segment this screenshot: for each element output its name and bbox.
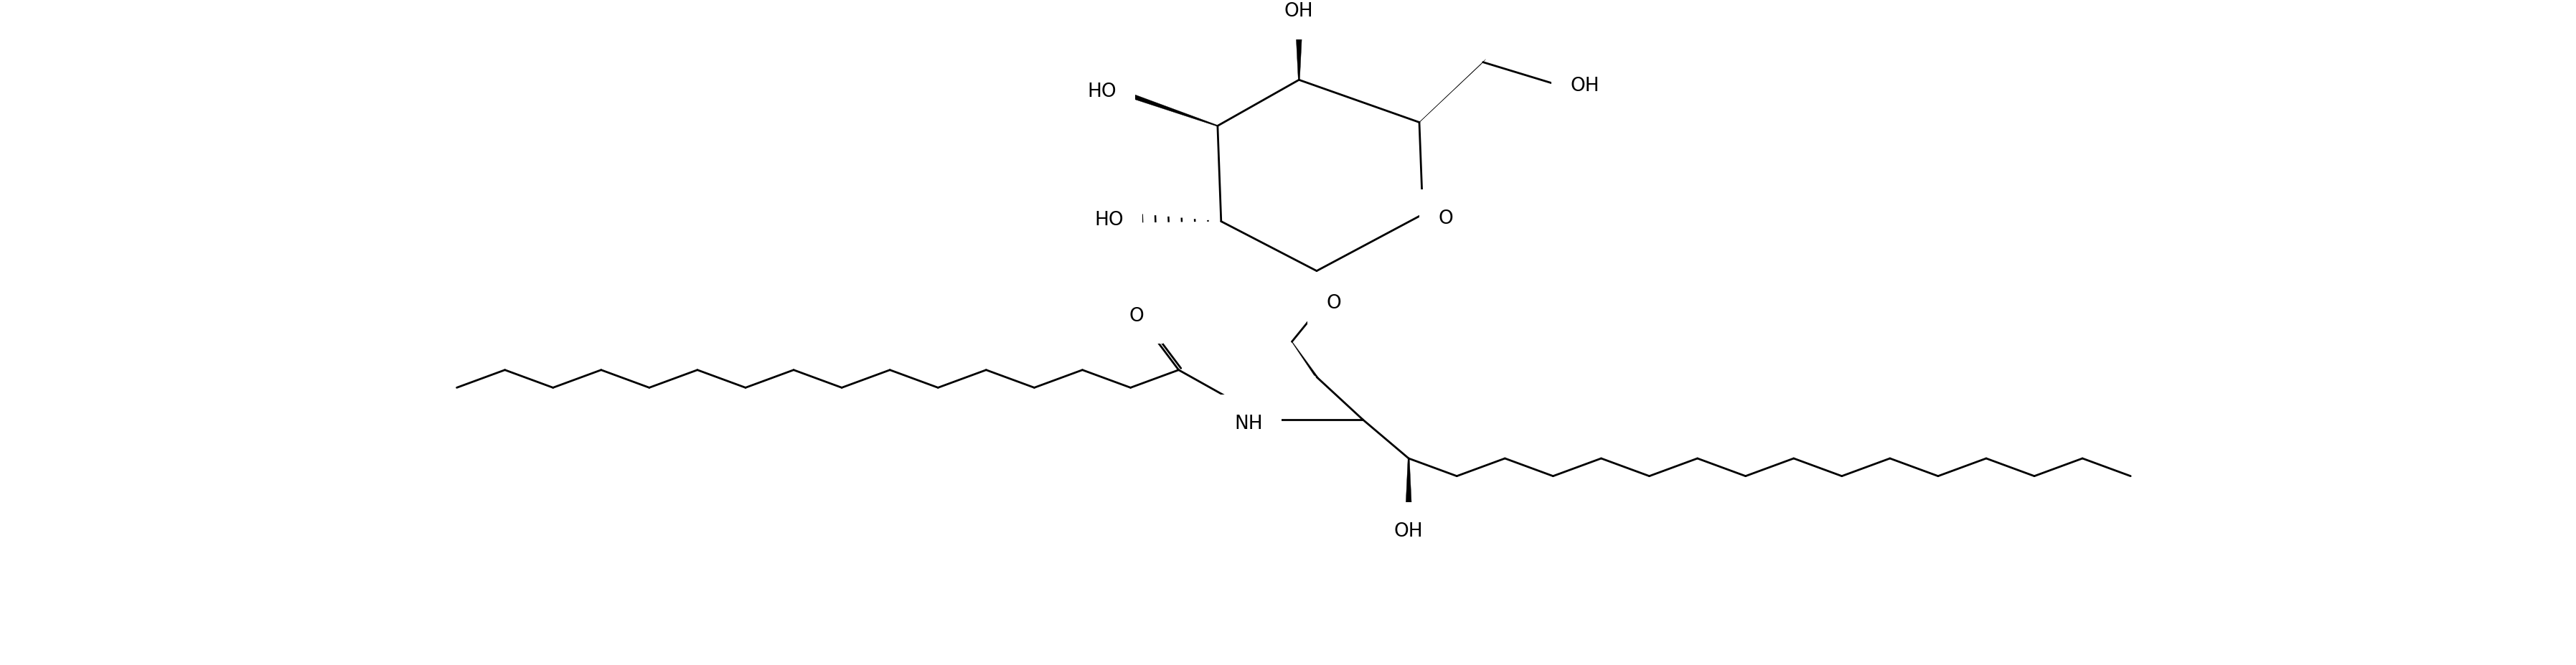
Text: OH: OH: [1569, 77, 1600, 96]
Text: HO: HO: [1095, 210, 1123, 229]
Text: HO: HO: [1087, 82, 1115, 101]
Text: O: O: [1327, 294, 1342, 313]
Text: OH: OH: [1394, 521, 1422, 540]
Polygon shape: [1404, 459, 1412, 511]
Polygon shape: [1291, 342, 1319, 379]
Polygon shape: [1121, 90, 1218, 127]
Text: NH: NH: [1234, 414, 1262, 433]
Polygon shape: [1296, 31, 1301, 80]
Polygon shape: [1419, 60, 1486, 124]
Text: O: O: [1437, 209, 1453, 227]
Text: O: O: [1128, 307, 1144, 325]
Text: OH: OH: [1283, 3, 1314, 21]
